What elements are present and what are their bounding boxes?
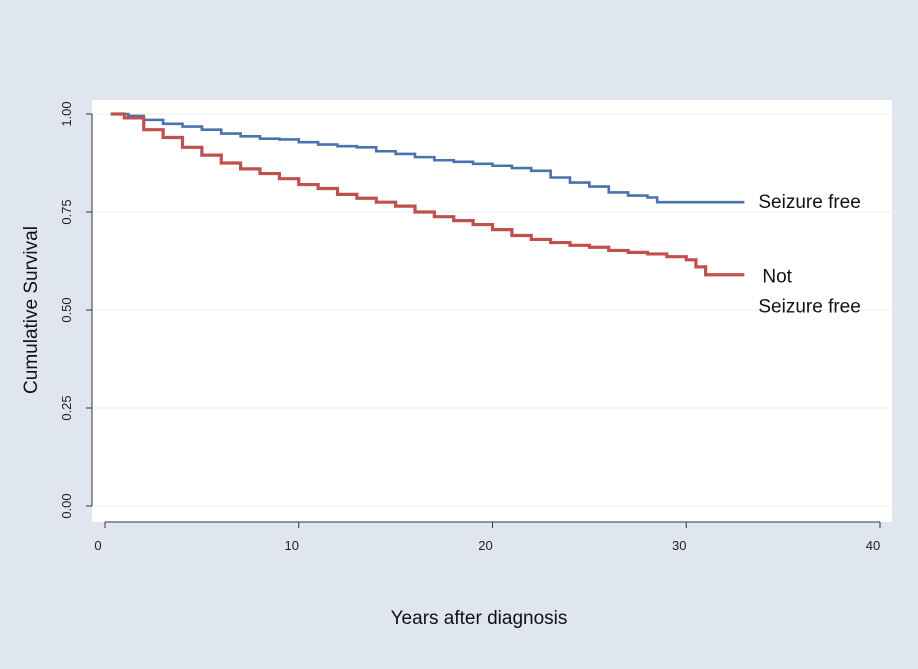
x-tick-label: 30 <box>672 538 686 553</box>
x-axis-title: Years after diagnosis <box>391 608 568 629</box>
plot-area <box>92 100 892 522</box>
y-tick-label: 0.50 <box>59 297 74 322</box>
series-label-seizure-free-line-1: Seizure free <box>758 192 860 213</box>
y-tick-label: 0.25 <box>59 395 74 420</box>
y-tick-label: 1.00 <box>59 101 74 126</box>
series-label-not-seizure-free-line-1: Not <box>762 267 792 288</box>
grid-lines <box>93 113 891 507</box>
series-labels: Seizure free Not Seizure free <box>758 192 860 318</box>
x-tick-label: 40 <box>866 538 880 553</box>
series-label-not-seizure-free-line-2: Seizure free <box>758 297 860 318</box>
y-tick-label: 0.00 <box>59 493 74 518</box>
ticks: 0.00 0.25 0.50 0.75 1.00 0 10 20 30 40 <box>59 101 881 553</box>
series <box>110 112 745 277</box>
x-tick-label: 20 <box>478 538 492 553</box>
y-tick-label: 0.75 <box>59 199 74 224</box>
x-tick-label: 10 <box>285 538 299 553</box>
series-line-not-seizure-free <box>110 112 745 277</box>
series-line-seizure-free <box>110 112 745 204</box>
x-tick-label: 0 <box>94 538 101 553</box>
y-axis-title: Cumulative Survival <box>21 226 42 394</box>
